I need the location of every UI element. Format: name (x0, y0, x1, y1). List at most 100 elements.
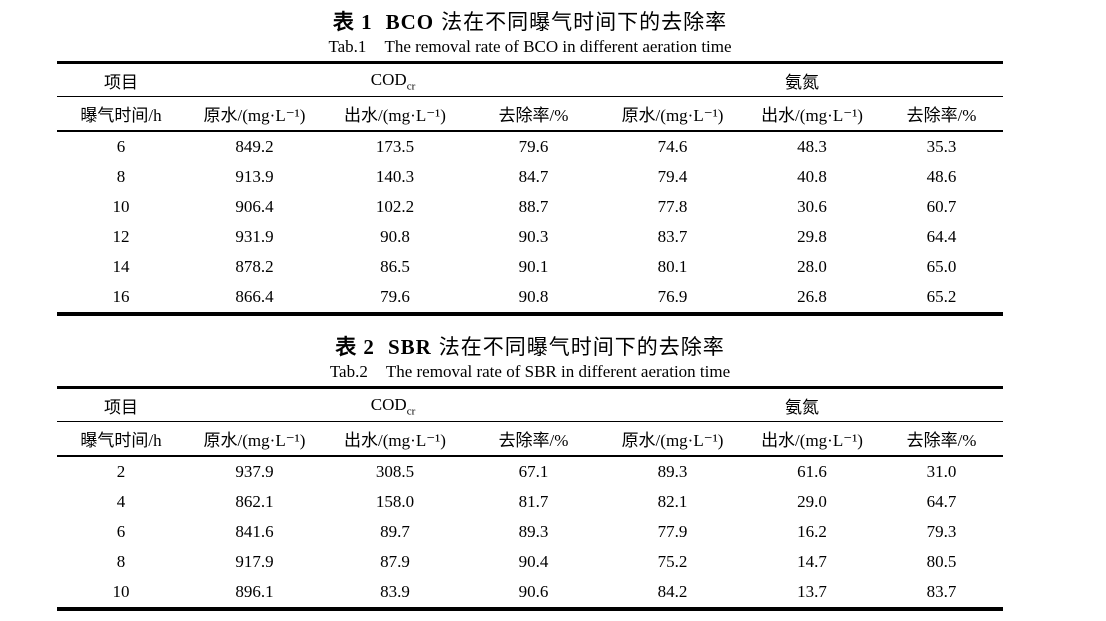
table-row: 12 931.9 90.8 90.3 83.7 29.8 64.4 (57, 222, 1003, 252)
table2: 项目 CODcr 氨氮 曝气时间/h 原水/(mg·L⁻¹) 出水/(mg·L⁻… (57, 386, 1004, 611)
table1-header-group-cod: CODcr (185, 62, 602, 97)
table-row: 4 862.1 158.0 81.7 82.1 29.0 64.7 (57, 487, 1003, 517)
table-cell: 31.0 (926, 462, 957, 481)
table-cell: 16 (112, 287, 130, 306)
table-cell: 84.7 (518, 167, 549, 186)
table-row: 16 866.4 79.6 90.8 76.9 26.8 65.2 (57, 282, 1003, 314)
table1-method-label: BCO (385, 10, 435, 34)
table-cell: 13.7 (797, 582, 827, 601)
table-cell: 6 (116, 137, 126, 156)
table-cell: 80.1 (657, 257, 688, 276)
table2-method-label: SBR (387, 335, 432, 359)
table2-header-group-cod: CODcr (185, 387, 602, 422)
table-cell: 931.9 (235, 227, 274, 246)
table1-section: 表 1 BCO 法在不同曝气时间下的去除率 Tab.1 The removal rat… (57, 9, 1004, 316)
table2-caption-text: The removal rate of SBR in different aer… (385, 362, 731, 381)
table-row: 10 906.4 102.2 88.7 77.8 30.6 60.7 (57, 192, 1003, 222)
table2-title-zh: 表 2 SBR 法在不同曝气时间下的去除率 (57, 334, 1003, 361)
table-row: 2 937.9 308.5 67.1 89.3 61.6 31.0 (57, 456, 1003, 487)
table-cell: 81.7 (518, 492, 549, 511)
table1-group-header-row: 项目 CODcr 氨氮 (57, 62, 1004, 97)
table2-caption-en: Tab.2 The removal rate of SBR in differen… (57, 361, 1003, 383)
table-cell: 89.3 (657, 462, 688, 481)
table-cell: 6 (116, 522, 126, 541)
table2-col-aeration-time: 曝气时间/h (57, 421, 185, 457)
table-cell: 79.6 (380, 287, 410, 306)
table1-title-text: 法在不同曝气时间下的去除率 (441, 10, 728, 34)
table-cell: 849.2 (235, 137, 274, 156)
table-cell: 74.6 (657, 137, 688, 156)
table2-body: 2 937.9 308.5 67.1 89.3 61.6 31.0 4 862.1 158.0 81… (57, 456, 1003, 609)
table-cell: 16.2 (797, 522, 827, 541)
table-cell: 79.4 (657, 167, 688, 186)
table-cell: 60.7 (926, 197, 957, 216)
table-cell: 48.3 (797, 137, 827, 156)
table-cell: 102.2 (375, 197, 415, 216)
table1-caption-en: Tab.1 The removal rate of BCO in differen… (57, 36, 1003, 58)
table-cell: 878.2 (235, 257, 274, 276)
table-cell: 12 (112, 227, 130, 246)
table2-col-nh-influent: 原水/(mg·L⁻¹) (601, 421, 745, 457)
table2-col-cod-removal: 去除率/% (466, 421, 602, 457)
table1: 项目 CODcr 氨氮 曝气时间/h 原水/(mg·L⁻¹) 出水/(mg·L⁻… (57, 61, 1004, 316)
table-cell: 841.6 (235, 522, 274, 541)
table2-title-text: 法在不同曝气时间下的去除率 (438, 335, 725, 359)
table-cell: 906.4 (235, 197, 274, 216)
table1-col-cod-effluent: 出水/(mg·L⁻¹) (324, 96, 466, 132)
table-cell: 28.0 (797, 257, 827, 276)
table-cell: 83.7 (926, 582, 957, 601)
cod-label: COD (370, 70, 407, 89)
table1-caption-label: Tab.1 (328, 37, 367, 56)
table-cell: 2 (116, 462, 126, 481)
table-row: 8 913.9 140.3 84.7 79.4 40.8 48.6 (57, 162, 1003, 192)
table1-header-item: 项目 (57, 62, 185, 97)
table-cell: 90.4 (518, 552, 549, 571)
table-cell: 61.6 (797, 462, 827, 481)
table-cell: 30.6 (797, 197, 827, 216)
table-cell: 77.8 (657, 197, 688, 216)
table-row: 14 878.2 86.5 90.1 80.1 28.0 65.0 (57, 252, 1003, 282)
table-cell: 76.9 (657, 287, 688, 306)
table2-col-cod-effluent: 出水/(mg·L⁻¹) (324, 421, 466, 457)
table1-col-nh-influent: 原水/(mg·L⁻¹) (601, 96, 745, 132)
table-cell: 65.2 (926, 287, 957, 306)
table-cell: 75.2 (657, 552, 688, 571)
table-cell: 308.5 (375, 462, 415, 481)
cod-subscript: cr (406, 80, 416, 93)
table1-col-nh-removal: 去除率/% (880, 96, 1004, 132)
table-cell: 14 (112, 257, 130, 276)
table2-col-nh-effluent: 出水/(mg·L⁻¹) (744, 421, 881, 457)
table1-number-label: 表 1 (332, 10, 373, 34)
table-row: 10 896.1 83.9 90.6 84.2 13.7 83.7 (57, 577, 1003, 609)
table-cell: 917.9 (235, 552, 274, 571)
table2-header-item: 项目 (57, 387, 185, 422)
cod-label: COD (370, 395, 407, 414)
table-cell: 83.9 (380, 582, 410, 601)
table2-group-header-row: 项目 CODcr 氨氮 (57, 387, 1004, 422)
table1-column-header-row: 曝气时间/h 原水/(mg·L⁻¹) 出水/(mg·L⁻¹) 去除率/% 原水/… (57, 96, 1004, 132)
table-cell: 140.3 (375, 167, 415, 186)
table-cell: 65.0 (926, 257, 957, 276)
table-cell: 913.9 (235, 167, 274, 186)
table1-col-nh-effluent: 出水/(mg·L⁻¹) (744, 96, 881, 132)
table-cell: 90.8 (380, 227, 410, 246)
table2-column-header-row: 曝气时间/h 原水/(mg·L⁻¹) 出水/(mg·L⁻¹) 去除率/% 原水/… (57, 421, 1004, 457)
table-cell: 83.7 (657, 227, 688, 246)
table-cell: 10 (112, 582, 130, 601)
table-cell: 64.4 (926, 227, 957, 246)
cod-subscript: cr (406, 405, 416, 418)
table2-section: 表 2 SBR 法在不同曝气时间下的去除率 Tab.2 The removal rat… (57, 334, 1004, 611)
table-cell: 8 (116, 552, 126, 571)
table-cell: 14.7 (797, 552, 827, 571)
table-cell: 84.2 (657, 582, 688, 601)
table1-col-cod-influent: 原水/(mg·L⁻¹) (185, 96, 324, 132)
table-cell: 48.6 (926, 167, 957, 186)
table2-col-nh-removal: 去除率/% (880, 421, 1004, 457)
table-cell: 862.1 (235, 492, 274, 511)
table-cell: 87.9 (380, 552, 410, 571)
table-cell: 77.9 (657, 522, 688, 541)
table-cell: 896.1 (235, 582, 274, 601)
table-cell: 29.8 (797, 227, 827, 246)
table1-header-group-ammonia: 氨氮 (601, 62, 1004, 97)
